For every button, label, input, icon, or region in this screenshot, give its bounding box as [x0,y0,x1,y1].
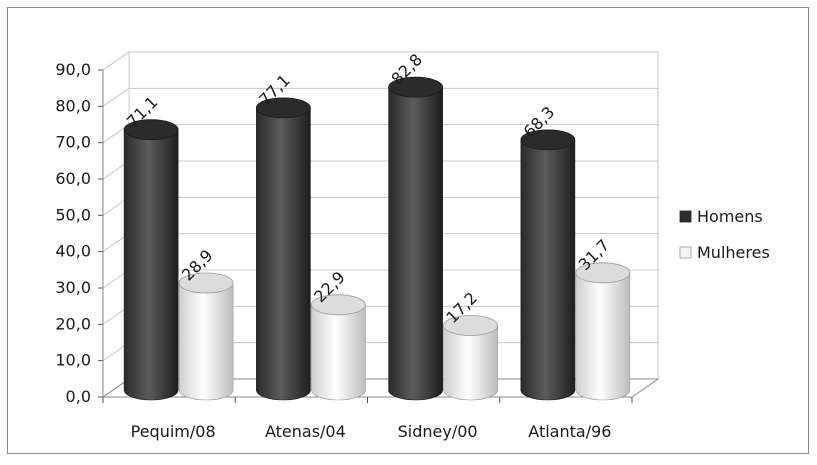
bar [255,97,311,401]
bar [123,119,179,401]
bar [575,262,631,401]
bar-top [575,262,631,284]
x-category-label: Atenas/04 [265,422,346,441]
bar-body [124,129,179,391]
bar [178,272,234,401]
bar-top [255,97,311,119]
y-tick-label: 80,0 [55,96,91,115]
gridline-side [102,87,130,107]
legend-label: Homens [697,207,763,226]
bar-body [179,282,234,390]
y-tick-label: 20,0 [55,314,91,333]
bar-body [443,325,498,390]
y-tick-label: 50,0 [55,205,91,224]
bar-body [575,272,630,390]
bar-top [123,119,179,141]
y-tick-label: 90,0 [55,60,91,79]
chart-border [7,7,809,454]
gridline-side [102,51,130,71]
x-category-label: Sidney/00 [398,422,478,441]
bar-top [388,76,444,98]
y-tick-label: 40,0 [55,242,91,261]
bar-body [256,107,311,391]
bar [443,315,499,401]
x-category-label: Pequim/08 [131,422,216,441]
bar-top [520,129,576,151]
y-tick-label: 30,0 [55,278,91,297]
x-category-label: Atlanta/96 [528,422,611,441]
bar-top [178,272,234,294]
bar [310,294,366,401]
bar-body [388,87,443,390]
bar-top [310,294,366,316]
y-tick-label: 0,0 [66,387,91,406]
bar [388,76,444,401]
bar-top [443,315,499,336]
y-tick-label: 10,0 [55,351,91,370]
bar-body [311,304,366,390]
y-tick-label: 60,0 [55,169,91,188]
legend-label: Mulheres [697,243,770,262]
bar [520,129,576,401]
legend-swatch [679,210,692,223]
y-tick-label: 70,0 [55,133,91,152]
bar-body [520,139,575,390]
legend-swatch [679,246,692,259]
